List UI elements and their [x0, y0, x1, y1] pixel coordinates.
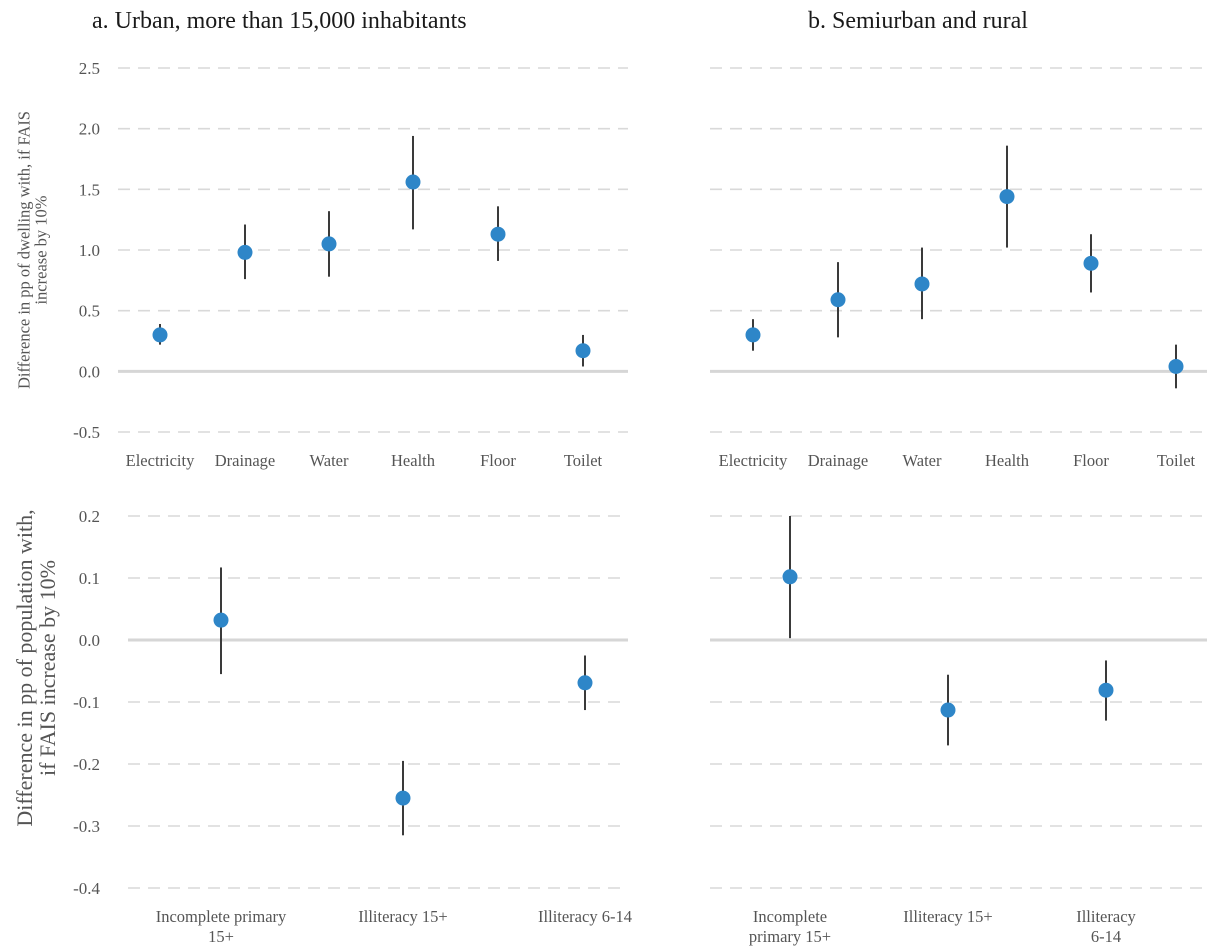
- y-tick-label: -0.4: [73, 879, 100, 898]
- x-tick-label: Illiteracy: [1076, 907, 1136, 926]
- x-tick-label: primary 15+: [749, 927, 831, 946]
- data-point: [999, 189, 1015, 205]
- y-tick-label: 2.5: [79, 59, 100, 78]
- x-tick-label: Illiteracy 15+: [358, 907, 447, 926]
- data-point: [575, 343, 591, 359]
- data-point: [914, 276, 930, 292]
- x-tick-label: Water: [903, 451, 942, 470]
- data-point: [782, 569, 798, 585]
- data-point: [213, 612, 229, 628]
- x-tick-label: Toilet: [564, 451, 603, 470]
- data-point: [237, 244, 253, 260]
- x-tick-label: Incomplete primary: [156, 907, 287, 926]
- data-point: [405, 174, 421, 190]
- x-tick-label: Illiteracy 6-14: [538, 907, 632, 926]
- y-tick-label: 0.5: [79, 302, 100, 321]
- y-tick-label: 0.1: [79, 569, 100, 588]
- data-point: [1083, 255, 1099, 271]
- y-tick-label: 2.0: [79, 120, 100, 139]
- x-tick-label: Water: [310, 451, 349, 470]
- x-tick-label: Illiteracy 15+: [903, 907, 992, 926]
- y-tick-label: 0.2: [79, 507, 100, 526]
- y-tick-label: 1.0: [79, 241, 100, 260]
- data-point: [577, 675, 593, 691]
- y-tick-label: 0.0: [79, 362, 100, 381]
- panel-a-title: a. Urban, more than 15,000 inhabitants: [92, 8, 467, 34]
- data-point: [745, 327, 761, 343]
- data-point: [395, 790, 411, 806]
- data-point: [830, 292, 846, 308]
- y-tick-label: -0.5: [73, 423, 100, 442]
- panel-b-title: b. Semiurban and rural: [808, 8, 1028, 34]
- x-tick-label: Electricity: [719, 451, 788, 470]
- x-tick-label: 15+: [208, 927, 234, 946]
- y-tick-label: -0.3: [73, 817, 100, 836]
- x-tick-label: Health: [985, 451, 1030, 470]
- x-tick-label: Toilet: [1157, 451, 1196, 470]
- x-tick-label: Electricity: [126, 451, 195, 470]
- x-tick-label: Floor: [1073, 451, 1109, 470]
- y-tick-label: 0.0: [79, 631, 100, 650]
- x-tick-label: Drainage: [215, 451, 275, 470]
- data-point: [152, 327, 168, 343]
- y-tick-label: -0.1: [73, 693, 100, 712]
- x-tick-label: 6-14: [1091, 927, 1121, 946]
- data-point: [1168, 358, 1184, 374]
- data-point: [321, 236, 337, 252]
- x-tick-label: Incomplete: [753, 907, 827, 926]
- y-tick-label: -0.2: [73, 755, 100, 774]
- x-tick-label: Drainage: [808, 451, 868, 470]
- data-point: [1098, 682, 1114, 698]
- data-point: [940, 702, 956, 718]
- y-tick-label: 1.5: [79, 180, 100, 199]
- data-point: [490, 226, 506, 242]
- x-tick-label: Floor: [480, 451, 516, 470]
- x-tick-label: Health: [391, 451, 436, 470]
